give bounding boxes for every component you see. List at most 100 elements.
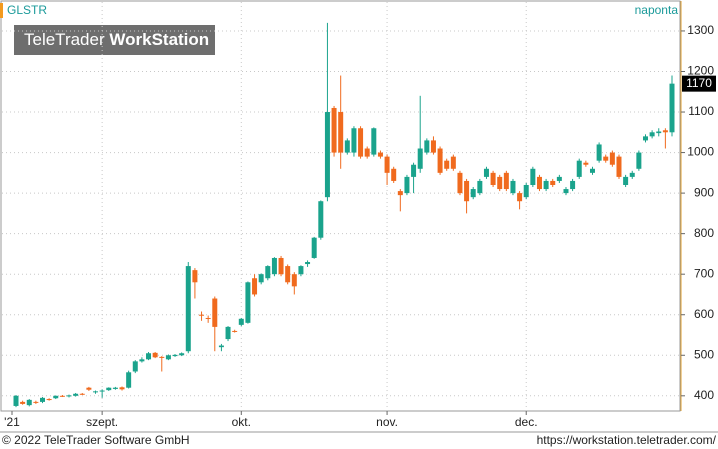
candle-body: [503, 172, 509, 190]
candle-body: [437, 148, 443, 173]
symbol: GLSTR: [7, 3, 47, 17]
candle-body: [318, 201, 324, 238]
candle-body: [40, 397, 46, 402]
x-tick-label: okt.: [232, 415, 251, 429]
watermark: TeleTrader WorkStation: [24, 30, 209, 49]
candle-body: [391, 168, 397, 181]
candle-body: [86, 387, 92, 390]
last-price-label: 1170: [686, 76, 712, 90]
candle-body: [238, 318, 244, 325]
candle-body: [33, 401, 39, 403]
candle-body: [172, 354, 178, 357]
y-tick-label: 500: [694, 347, 714, 361]
candle-body: [331, 107, 337, 153]
candle-body: [510, 180, 516, 194]
candle-body: [563, 189, 569, 194]
candle-body: [205, 317, 211, 319]
candle-body: [642, 136, 648, 141]
candle-body: [139, 359, 145, 362]
y-tick-label: 900: [694, 185, 714, 199]
period: naponta: [635, 3, 679, 17]
candle-body: [344, 140, 350, 153]
candle-body: [530, 168, 536, 185]
candle-body: [424, 140, 430, 153]
candle-body: [477, 180, 483, 194]
y-tick-label: 600: [694, 307, 714, 321]
candle-body: [26, 399, 32, 406]
candle-body: [245, 282, 251, 323]
candle-body: [305, 262, 311, 265]
candle-body: [596, 144, 602, 161]
candle-body: [106, 387, 112, 391]
candle-body: [556, 176, 562, 181]
candle-body: [536, 176, 542, 190]
candle-body: [212, 298, 218, 327]
candle-body: [517, 193, 523, 202]
candle-body: [285, 266, 291, 283]
watermark-light: TeleTrader: [24, 30, 105, 49]
candle-body: [649, 132, 655, 137]
candle-body: [252, 278, 258, 295]
candle-body: [46, 399, 52, 401]
candle-body: [358, 128, 364, 157]
candle-body: [132, 361, 138, 372]
copyright: © 2022 TeleTrader Software GmbH: [2, 433, 190, 447]
candle-body: [483, 168, 489, 177]
candle-body: [623, 176, 629, 185]
y-tick-label: 400: [694, 388, 714, 402]
candle-body: [377, 152, 383, 157]
candle-body: [450, 156, 456, 169]
candle-body: [543, 180, 549, 190]
x-tick-label: '21: [4, 415, 20, 429]
candle-body: [146, 353, 152, 360]
candle-body: [616, 156, 622, 177]
y-tick-label: 1000: [687, 145, 714, 159]
candle-body: [199, 314, 205, 316]
candle-body: [470, 189, 476, 198]
candle-body: [258, 274, 264, 283]
candle-body: [165, 355, 171, 360]
candle-body: [430, 140, 436, 153]
candle-body: [159, 356, 165, 358]
candle-body: [126, 372, 132, 388]
candle-body: [417, 148, 423, 169]
candle-body: [225, 326, 231, 340]
candle-body: [59, 395, 65, 397]
candle-body: [271, 257, 277, 275]
watermark-box: [14, 25, 215, 55]
candle-body: [73, 393, 79, 396]
candle-body: [444, 160, 450, 169]
candle-body: [570, 180, 576, 190]
candle-body: [66, 395, 72, 397]
candle-body: [311, 237, 317, 258]
candle-body: [576, 160, 582, 177]
candle-body: [79, 393, 85, 395]
x-tick-label: dec.: [515, 415, 538, 429]
candle-body: [265, 266, 271, 279]
candle-body: [457, 172, 463, 194]
candle-body: [364, 148, 370, 157]
candle-body: [112, 387, 118, 389]
symbol-marker: [0, 3, 3, 18]
candle-body: [298, 266, 304, 275]
candle-body: [324, 112, 330, 198]
candle-body: [583, 162, 589, 165]
candle-body: [232, 330, 238, 332]
candle-body: [119, 387, 125, 390]
x-tick-label: szept.: [86, 415, 118, 429]
candle-body: [179, 353, 185, 356]
candle-body: [397, 191, 403, 196]
candle-body: [218, 345, 224, 348]
candle-body: [404, 176, 410, 194]
candle-body: [669, 83, 675, 133]
candle-body: [636, 152, 642, 169]
watermark-bold: WorkStation: [109, 30, 209, 49]
candle-body: [523, 185, 529, 198]
url: https://workstation.teletrader.com/: [537, 433, 717, 447]
y-tick-label: 800: [694, 226, 714, 240]
last-price-box: [682, 75, 716, 92]
candle-body: [497, 176, 503, 190]
candle-body: [629, 172, 635, 177]
